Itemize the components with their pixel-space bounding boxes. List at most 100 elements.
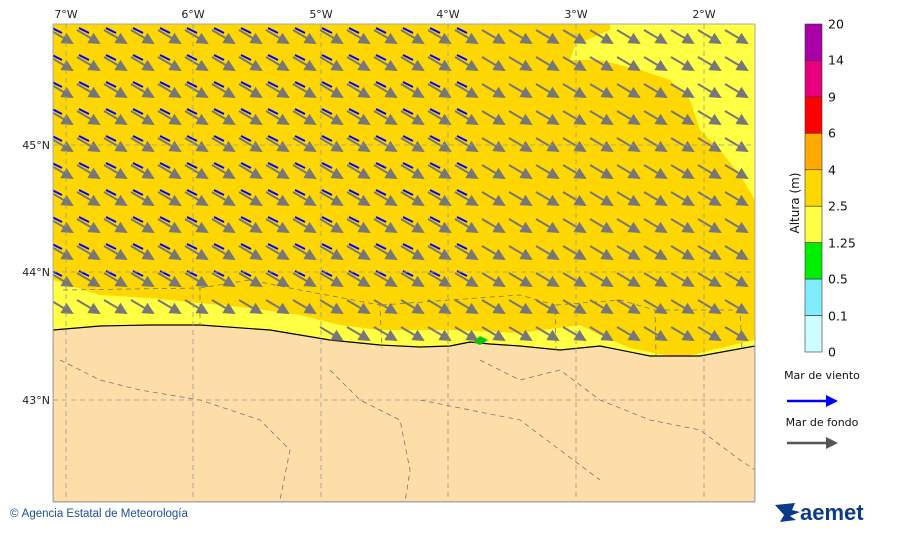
swell-arrow: [724, 164, 749, 180]
wind-sea-arrow: [105, 81, 117, 88]
swell-arrow: [103, 218, 128, 234]
wind-sea-arrow: [267, 27, 279, 34]
colorbar-tick: 1.25: [828, 235, 856, 251]
swell-arrow: [53, 138, 74, 153]
colorbar: [804, 23, 823, 353]
swell-arrow: [697, 191, 722, 207]
lat-label: 43°N: [22, 394, 50, 407]
wind-sea-arrow: [348, 135, 360, 142]
swell-arrow: [53, 165, 74, 180]
swell-arrow: [643, 137, 668, 153]
wind-sea-arrow: [240, 54, 252, 61]
swell-arrow: [427, 56, 452, 72]
swell-arrow: [76, 191, 101, 207]
wind-sea-arrow: [78, 216, 90, 223]
colorbar-segment: [804, 315, 823, 353]
wind-sea-arrow: [294, 189, 306, 196]
swell-arrow: [589, 218, 614, 234]
wind-sea-arrow: [375, 135, 387, 142]
wind-sea-arrow: [132, 189, 144, 196]
wind-sea-arrow: [240, 243, 252, 250]
wind-sea-arrow: [240, 135, 252, 142]
swell-arrow: [103, 164, 128, 180]
wind-sea-arrow: [402, 216, 414, 223]
swell-arrow: [346, 218, 371, 234]
swell-arrow: [265, 110, 290, 126]
swell-arrow: [724, 272, 749, 288]
swell-arrow: [53, 246, 74, 261]
wind-sea-arrow: [78, 27, 90, 34]
wind-sea-arrow: [186, 216, 198, 223]
swell-arrow: [508, 218, 533, 234]
swell-arrow: [319, 326, 344, 342]
swell-arrow: [508, 56, 533, 72]
swell-arrow: [130, 245, 155, 261]
wind-sea-arrow: [159, 54, 171, 61]
swell-arrow: [103, 29, 128, 45]
swell-arrow: [157, 164, 182, 180]
swell-arrow: [508, 29, 533, 45]
swell-arrow: [184, 191, 209, 207]
wind-sea-arrow: [105, 54, 117, 61]
swell-arrow: [346, 56, 371, 72]
swell-arrow: [76, 299, 101, 315]
wind-sea-arrow: [375, 81, 387, 88]
swell-arrow: [238, 299, 263, 315]
wind-sea-arrow: [159, 27, 171, 34]
swell-arrow: [562, 137, 587, 153]
wind-sea-arrow: [53, 108, 63, 115]
wind-sea-arrow: [456, 162, 468, 169]
wind-sea-arrow: [294, 54, 306, 61]
swell-arrow: [346, 245, 371, 261]
swell-arrow: [616, 29, 641, 45]
wind-sea-arrow: [186, 81, 198, 88]
wind-sea-arrow: [240, 27, 252, 34]
wind-sea-arrow: [186, 54, 198, 61]
swell-arrow: [535, 164, 560, 180]
wind-sea-arrow: [213, 27, 225, 34]
swell-arrow: [103, 110, 128, 126]
swell-arrow: [400, 191, 425, 207]
swell-arrow: [427, 218, 452, 234]
swell-arrow: [130, 164, 155, 180]
wind-sea-arrow: [294, 27, 306, 34]
swell-arrow: [238, 245, 263, 261]
wind-sea-arrow: [402, 54, 414, 61]
swell-arrow: [589, 29, 614, 45]
wind-sea-arrow: [267, 216, 279, 223]
graticule: [53, 24, 755, 502]
swell-arrow: [724, 83, 749, 99]
swell-arrow: [373, 83, 398, 99]
swell-arrow: [562, 191, 587, 207]
wind-sea-arrow: [294, 135, 306, 142]
wind-sea-arrow: [429, 189, 441, 196]
swell-arrow: [373, 326, 398, 342]
wind-sea-arrow: [159, 216, 171, 223]
swell-arrow: [53, 111, 74, 126]
swell-arrow: [238, 110, 263, 126]
swell-arrow: [319, 56, 344, 72]
swell-arrow: [130, 272, 155, 288]
swell-arrow: [481, 326, 506, 342]
swell-arrow: [589, 83, 614, 99]
wind-sea-arrow: [402, 189, 414, 196]
wind-sea-arrow: [321, 135, 333, 142]
swell-arrow: [53, 219, 74, 234]
swell-arrow: [211, 83, 236, 99]
colorbar-tick: 14: [828, 52, 844, 68]
wind-sea-arrow: [429, 81, 441, 88]
colorbar-tick: 20: [828, 16, 844, 32]
swell-arrow: [265, 83, 290, 99]
swell-arrow: [427, 137, 452, 153]
wind-sea-arrow: [105, 27, 117, 34]
lon-label: 6°W: [181, 8, 204, 21]
colorbar-segment: [804, 278, 823, 316]
swell-arrow: [103, 83, 128, 99]
wind-sea-arrow: [53, 162, 63, 169]
swell-arrow: [724, 326, 749, 342]
swell-arrow: [697, 56, 722, 72]
swell-arrow: [265, 29, 290, 45]
swell-arrow: [346, 191, 371, 207]
swell-arrow: [157, 110, 182, 126]
swell-arrow: [76, 110, 101, 126]
